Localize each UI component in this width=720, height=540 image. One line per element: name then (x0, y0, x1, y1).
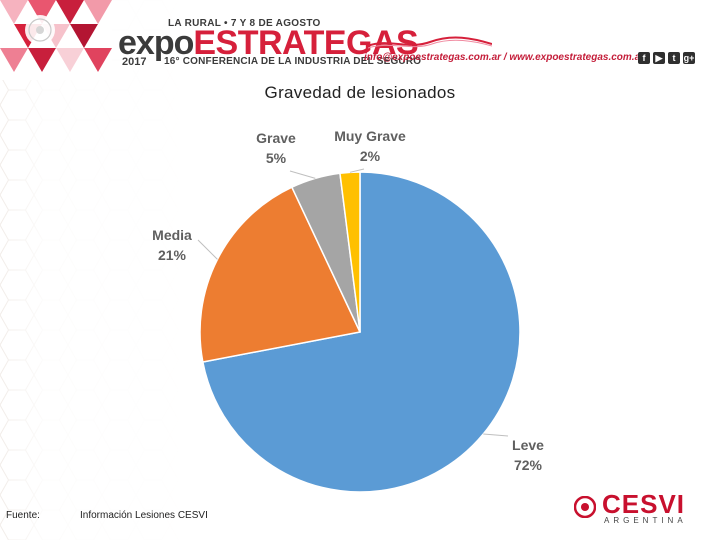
leader-line-grave (289, 170, 316, 179)
cesvi-country: ARGENTINA (604, 516, 687, 525)
cesvi-logo: CESVI ARGENTINA (572, 490, 692, 526)
slice-value-media: 21% (158, 247, 187, 263)
pie-slice-media (199, 186, 362, 363)
event-badge (0, 0, 112, 80)
googleplus-icon[interactable]: g+ (683, 52, 695, 64)
chart-title: Gravedad de lesionados (264, 83, 456, 102)
pie-slice-leve (201, 171, 521, 493)
contact-line[interactable]: info@expoestrategas.com.ar / www.expoest… (364, 52, 645, 63)
slice-label-leve: Leve (512, 437, 544, 453)
leader-line-muy-grave (349, 168, 365, 173)
contact-wave (368, 36, 492, 49)
event-year: 2017 (122, 56, 147, 68)
cesvi-emblem-icon (574, 496, 596, 518)
youtube-icon[interactable]: ▶ (653, 52, 665, 64)
slice-label-muy-grave: Muy Grave (334, 128, 406, 144)
cesvi-wordmark: CESVI (602, 489, 686, 519)
slice-value-leve: 72% (514, 457, 543, 473)
slice-label-media: Media (152, 227, 192, 243)
twitter-icon[interactable]: t (668, 52, 680, 64)
leader-line-leve (483, 433, 509, 437)
header-banner: LA RURAL • 7 Y 8 DE AGOSTO expoESTRATEGA… (0, 0, 720, 80)
slice-label-grave: Grave (256, 130, 296, 146)
facebook-icon[interactable]: f (638, 52, 650, 64)
leader-line-media (197, 239, 218, 260)
event-subtitle: 16° CONFERENCIA DE LA INDUSTRIA DEL SEGU… (164, 56, 422, 67)
source-text: Información Lesiones CESVI (80, 510, 208, 521)
slice-value-grave: 5% (266, 150, 287, 166)
event-date: LA RURAL • 7 Y 8 DE AGOSTO (168, 18, 321, 29)
slice-value-muy-grave: 2% (360, 148, 381, 164)
source-label: Fuente: (6, 510, 40, 521)
logo-expo: expo (118, 24, 194, 62)
